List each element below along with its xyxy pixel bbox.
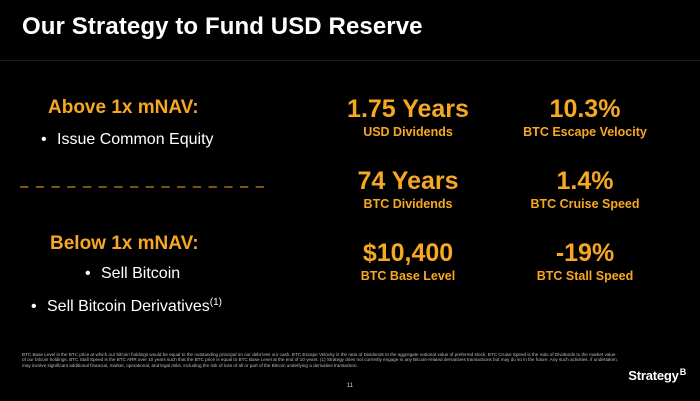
metric-label: BTC Dividends (363, 197, 453, 211)
metric-value: -19% (555, 239, 615, 267)
metric-btc-escape-velocity: 10.3% BTC Escape Velocity (505, 94, 665, 139)
page-title: Our Strategy to Fund USD Reserve (22, 13, 423, 40)
footnote-reference: (1) (209, 297, 222, 308)
footnote: BTC Base Level is the BTC price at which… (22, 352, 618, 368)
dashed-divider: – – – – – – – – – – – – – – – – – – – – … (20, 182, 268, 192)
above-mnav-heading: Above 1x mNAV: (48, 97, 199, 118)
list-item-label: Issue Common Equity (57, 131, 214, 148)
metric-usd-dividends: 1.75 Years USD Dividends (328, 94, 488, 139)
logo-text: Strategy (628, 368, 679, 383)
below-mnav-heading: Below 1x mNAV: (50, 233, 199, 254)
metric-value: 1.4% (556, 167, 614, 195)
metric-value: $10,400 (362, 239, 454, 267)
bullet-icon: • (85, 265, 91, 282)
metric-label: BTC Cruise Speed (530, 197, 640, 211)
metric-btc-cruise-speed: 1.4% BTC Cruise Speed (505, 166, 665, 211)
list-item-label: Sell Bitcoin Derivatives (47, 298, 210, 315)
metric-label: BTC Base Level (360, 269, 456, 283)
metric-label: BTC Escape Velocity (523, 125, 647, 139)
metric-value: 10.3% (549, 95, 621, 123)
metric-label: BTC Stall Speed (536, 269, 634, 283)
bitcoin-mark-icon: B (679, 367, 687, 377)
metric-btc-base-level: $10,400 BTC Base Level (328, 238, 488, 283)
list-item-sell-bitcoin-derivatives: • Sell Bitcoin Derivatives(1) (31, 297, 222, 316)
metric-btc-dividends: 74 Years BTC Dividends (328, 166, 488, 211)
strategy-logo: StrategyB (628, 367, 686, 383)
metric-value: 74 Years (357, 167, 459, 195)
bullet-icon: • (41, 131, 47, 148)
metric-label: USD Dividends (363, 125, 453, 139)
metric-btc-stall-speed: -19% BTC Stall Speed (505, 238, 665, 283)
page-number: 11 (346, 383, 354, 389)
list-item-sell-bitcoin: • Sell Bitcoin (85, 265, 180, 283)
title-divider (0, 60, 700, 61)
metric-value: 1.75 Years (347, 95, 469, 123)
list-item-issue-common-equity: • Issue Common Equity (41, 131, 214, 149)
list-item-label: Sell Bitcoin (101, 265, 181, 282)
bullet-icon: • (31, 298, 37, 315)
